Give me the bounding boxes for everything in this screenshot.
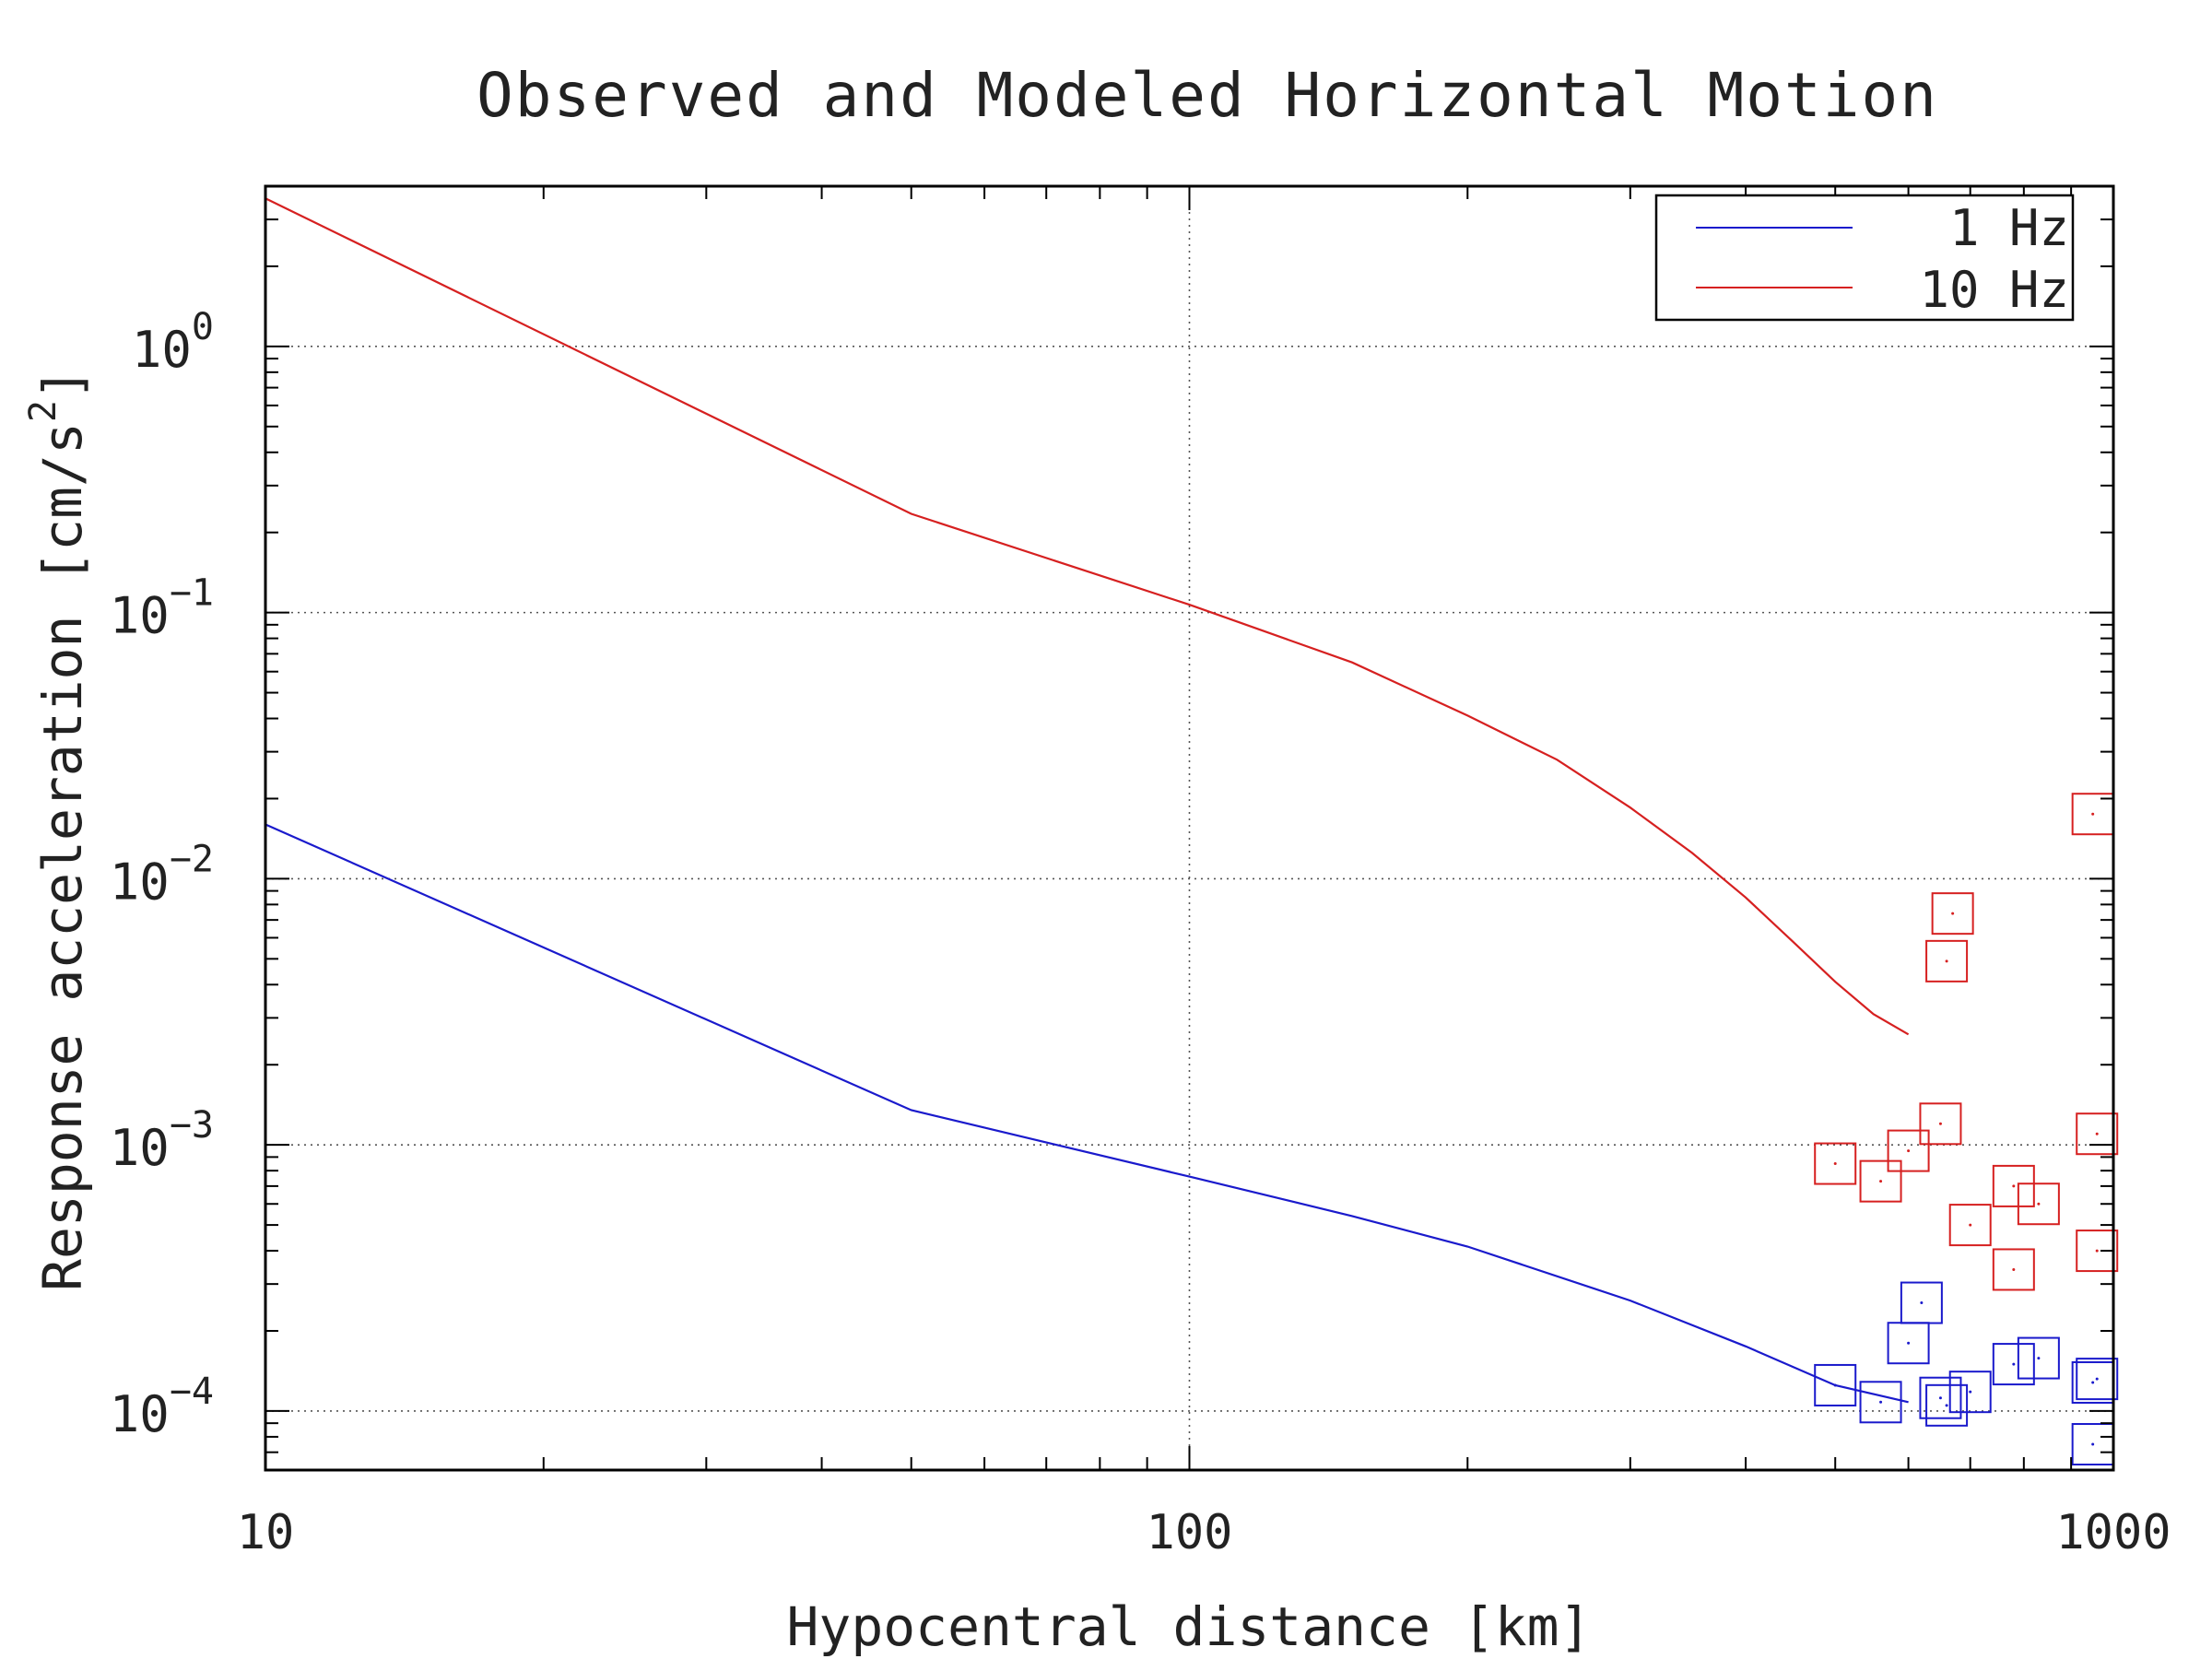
legend: 1 Hz 10 Hz <box>1654 194 2075 322</box>
observed-marker-center <box>1879 1400 1883 1404</box>
series-line-1hz <box>265 823 1909 1404</box>
y-axis-label-text: Response acceleration [cm/s <box>31 422 94 1291</box>
observed-marker <box>2076 1230 2119 1273</box>
observed-marker-center <box>1833 1162 1837 1166</box>
x-tick-label: 100 <box>1147 1505 1233 1560</box>
y-tick-label: 10−2 <box>110 838 214 911</box>
series-line-10hz <box>265 197 1910 1036</box>
observed-marker-center <box>1907 1149 1911 1153</box>
observed-marker <box>1925 1383 1969 1427</box>
observed-marker-center <box>2012 1267 2016 1271</box>
observed-marker-center <box>1969 1223 1972 1227</box>
observed-marker-center <box>2091 812 2095 816</box>
observed-marker <box>1992 1343 2035 1386</box>
chart-title: Observed and Modeled Horizontal Motion <box>477 60 1938 131</box>
legend-label-10hz: 10 Hz <box>1919 261 2069 319</box>
series-layer <box>265 197 1910 1404</box>
observed-marker-center <box>1938 1396 1942 1400</box>
observed-marker <box>2017 1336 2060 1380</box>
observed-marker-center <box>1951 912 1955 915</box>
observed-marker-center <box>1879 1180 1883 1183</box>
y-axis-label-group: Response acceleration [cm/s2] <box>22 368 94 1291</box>
observed-marker-center <box>2012 1362 2016 1366</box>
observed-marker <box>2017 1182 2060 1226</box>
observed-marker-center <box>1945 959 1948 963</box>
observed-marker <box>1919 1376 1962 1419</box>
observed-marker <box>1859 1381 1902 1424</box>
observed-marker-center <box>2095 1249 2099 1253</box>
observed-marker-center <box>1969 1390 1972 1394</box>
grid <box>265 186 2113 1470</box>
observed-markers <box>1814 793 2119 1466</box>
observed-marker-center <box>1938 1122 1942 1125</box>
y-tick-label: 10−3 <box>110 1104 214 1177</box>
observed-marker-center <box>2091 1442 2095 1446</box>
observed-marker <box>1887 1129 1930 1172</box>
observed-marker <box>2076 1358 2119 1401</box>
x-tick-label: 10 <box>237 1505 295 1560</box>
y-axis-label-close: ] <box>31 368 94 400</box>
observed-marker-center <box>1945 1404 1948 1407</box>
observed-marker <box>1859 1159 1902 1203</box>
legend-label-1hz: 1 Hz <box>1949 199 2069 257</box>
observed-marker <box>1919 1102 1962 1146</box>
y-tick-label: 10−4 <box>110 1371 214 1443</box>
y-tick-label: 10−1 <box>110 572 214 645</box>
y-tick-label: 100 <box>132 306 214 379</box>
x-tick-label: 1000 <box>2055 1505 2171 1560</box>
y-axis-label: Response acceleration [cm/s2] <box>22 368 94 1291</box>
observed-marker <box>1814 1363 1857 1406</box>
observed-marker <box>1992 1248 2035 1291</box>
observed-marker-center <box>1907 1341 1911 1345</box>
observed-marker-center <box>1833 1383 1837 1387</box>
legend-box <box>1654 194 2075 322</box>
observed-marker <box>1948 1371 1992 1414</box>
observed-marker <box>1992 1164 2035 1207</box>
observed-marker <box>1900 1281 1943 1324</box>
observed-marker-center <box>2012 1184 2016 1188</box>
observed-marker-center <box>2037 1357 2041 1360</box>
observed-marker <box>1814 1142 1857 1185</box>
observed-marker <box>1925 939 1969 982</box>
observed-marker-center <box>2091 1381 2095 1384</box>
observed-marker <box>1948 1204 1992 1247</box>
observed-marker <box>1931 892 1974 935</box>
observed-marker-center <box>2037 1202 2041 1206</box>
observed-marker-center <box>1920 1301 1924 1305</box>
tick-labels: 10 100 1000 100 10−1 10−2 10−3 10−4 <box>110 306 2171 1560</box>
observed-marker <box>2076 1112 2119 1156</box>
observed-marker-center <box>2095 1132 2099 1135</box>
observed-marker-center <box>2095 1377 2099 1381</box>
x-axis-label: Hypocentral distance [km] <box>787 1595 1592 1658</box>
y-axis-label-exponent: 2 <box>22 400 65 422</box>
